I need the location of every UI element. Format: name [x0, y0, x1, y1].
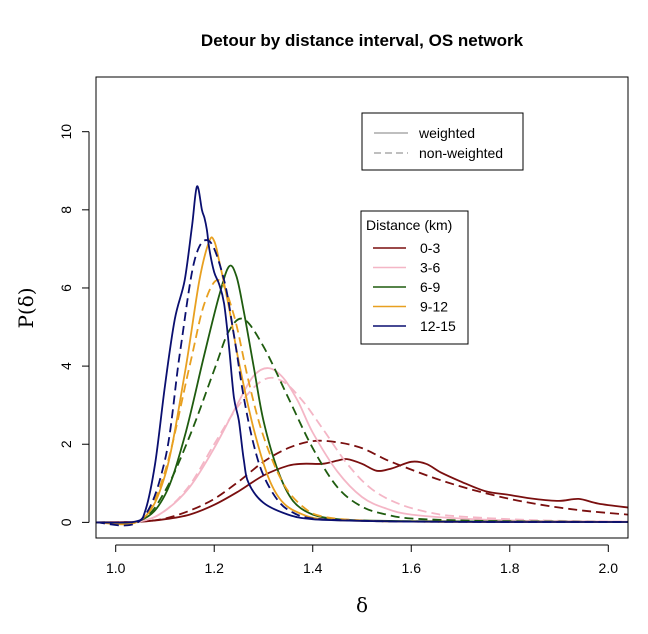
distance-legend-label: 6-9	[420, 279, 440, 295]
x-tick-label: 1.6	[402, 560, 422, 576]
series-line-3-6-non-weighted	[96, 376, 628, 524]
plot-frame	[95, 76, 629, 539]
chart-title: Detour by distance interval, OS network	[201, 31, 524, 50]
style-legend-label: weighted	[418, 125, 475, 141]
style-legend: weighted non-weighted	[361, 112, 524, 171]
series-line-9-12-non-weighted	[96, 279, 628, 526]
series-line-0-3-non-weighted	[96, 439, 628, 524]
distance-legend-box	[360, 210, 469, 345]
y-tick-label: 0	[58, 518, 74, 526]
y-axis: 0 2 4 6 8 10	[58, 124, 90, 526]
y-tick-label: 8	[58, 206, 74, 214]
style-legend-box	[361, 112, 524, 171]
series-line-3-6-weighted	[96, 367, 628, 524]
x-tick-label: 1.8	[500, 560, 520, 576]
x-tick-label: 1.2	[204, 560, 224, 576]
distance-legend-label: 12-15	[420, 318, 456, 334]
x-tick-label: 1.0	[106, 560, 126, 576]
series-line-12-15-non-weighted	[96, 239, 628, 527]
x-axis-label: δ	[356, 593, 368, 617]
x-tick-label: 1.4	[303, 560, 323, 576]
x-tick-label: 2.0	[599, 560, 619, 576]
series-layer	[96, 185, 628, 527]
style-legend-label: non-weighted	[419, 145, 503, 161]
y-axis-label: P(δ)	[14, 287, 38, 328]
y-tick-label: 10	[58, 124, 74, 140]
y-tick-label: 2	[58, 440, 74, 448]
distance-legend-title: Distance (km)	[366, 217, 452, 233]
y-tick-label: 4	[58, 362, 74, 370]
x-axis: 1.0 1.2 1.4 1.6 1.8 2.0	[106, 544, 619, 576]
distance-legend-label: 0-3	[420, 240, 440, 256]
distance-legend: Distance (km) 0-3 3-6 6-9 9-12 12-15	[360, 210, 469, 345]
distance-legend-label: 3-6	[420, 260, 440, 276]
y-tick-label: 6	[58, 284, 74, 292]
distance-legend-label: 9-12	[420, 299, 448, 315]
series-line-6-9-non-weighted	[96, 317, 628, 525]
series-line-0-3-weighted	[96, 458, 628, 524]
